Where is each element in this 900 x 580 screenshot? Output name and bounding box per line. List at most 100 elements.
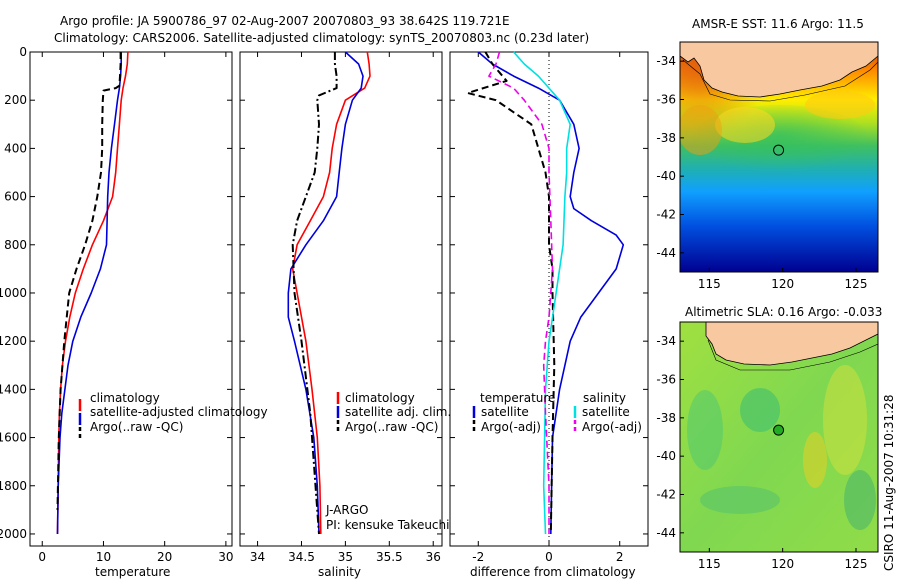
y-tick-label: 1400	[0, 382, 27, 396]
x-tick-label: 36	[426, 550, 441, 564]
temperature-xlabel: temperature	[95, 565, 170, 579]
series-line-climatology	[291, 51, 371, 535]
sst-argo-marker	[773, 144, 785, 156]
salinity-legend: climatology satellite adj. clim. Argo(..…	[336, 391, 451, 434]
legend-label-sal-satellite: satellite	[582, 405, 630, 419]
legend-header-salinity: salinity	[583, 391, 626, 405]
difference-series-lines	[466, 51, 625, 535]
x-tick-label: 2	[616, 550, 624, 564]
map-y-tick-label: -40	[656, 169, 676, 183]
series-line-argo-adj-	[488, 51, 554, 534]
map-y-tick-label: -42	[656, 208, 676, 222]
y-tick-label: 200	[4, 93, 27, 107]
map-y-tick-label: -44	[656, 526, 676, 540]
salinity-series-lines	[287, 51, 371, 535]
institution-line1: J-ARGO	[325, 503, 368, 517]
map-x-tick-label: 120	[771, 277, 794, 291]
map-y-tick-label: -44	[656, 246, 676, 260]
y-tick-label: 1600	[0, 431, 27, 445]
x-tick-label: 0	[38, 550, 46, 564]
legend-label-temp-argo: Argo(-adj)	[481, 420, 541, 434]
map-y-tick-label: -34	[656, 54, 676, 68]
series-line-argo-raw-qc-	[291, 52, 338, 535]
map-x-tick-label: 115	[698, 277, 721, 291]
difference-depth-ticks	[450, 51, 648, 535]
series-line-satellite	[513, 51, 572, 535]
salinity-panel: 34 34.5 35 35.5 36 salinity climatology sate…	[239, 51, 451, 579]
legend-label-satellite-adjusted: satellite-adjusted climatology	[90, 405, 268, 419]
sla-field	[680, 322, 878, 552]
map-y-tick-label: -36	[656, 93, 676, 107]
map-x-tick-label: 115	[698, 557, 721, 571]
figure-title-line1: Argo profile: JA 5900786_97 02-Aug-2007 …	[60, 14, 510, 28]
y-tick-label: 400	[4, 141, 27, 155]
y-tick-label: 1800	[0, 479, 27, 493]
y-tick-label: 600	[4, 190, 27, 204]
difference-plot-frame	[449, 51, 649, 547]
legend-label-climatology: climatology	[90, 391, 160, 405]
map-y-tick-label: -38	[656, 131, 676, 145]
x-tick-label: -2	[472, 550, 484, 564]
x-tick-label: 20	[157, 550, 172, 564]
sla-map-frame	[679, 321, 879, 553]
x-tick-label: 34.5	[288, 550, 315, 564]
legend-label-argo: Argo(..raw -QC)	[90, 420, 183, 434]
sst-coastline	[680, 42, 878, 98]
sst-map-axes: 115 120 125 -34 -36 -38 -40 -42 -44	[656, 54, 867, 291]
series-line-climatology	[56, 51, 129, 535]
x-tick-label: 35	[338, 550, 353, 564]
institution-line2: PI: kensuke Takeuchi	[326, 518, 449, 532]
map-x-tick-label: 125	[845, 557, 868, 571]
y-tick-label: 0	[19, 45, 27, 59]
y-tick-label: 800	[4, 238, 27, 252]
y-tick-label: 2000	[0, 527, 27, 541]
sla-coastline	[705, 322, 878, 366]
legend-label-satellite-adj: satellite adj. clim.	[345, 405, 451, 419]
x-tick-label: 35.5	[376, 550, 403, 564]
difference-legend: temperature salinity satellite Argo(-adj…	[472, 391, 642, 434]
salinity-x-axis: 34 34.5 35 35.5 36	[250, 52, 441, 564]
series-line-satellite	[477, 51, 625, 535]
salinity-depth-ticks	[240, 51, 442, 535]
sla-argo-marker	[773, 424, 785, 436]
sla-map-title: Altimetric SLA: 0.16 Argo: -0.033	[685, 305, 882, 319]
salinity-xlabel: salinity	[318, 565, 361, 579]
map-y-tick-label: -34	[656, 334, 676, 348]
sst-map-title: AMSR-E SST: 11.6 Argo: 11.5	[692, 17, 864, 31]
legend-label-temp-satellite: satellite	[481, 405, 529, 419]
legend-label-climatology: climatology	[345, 391, 415, 405]
side-timestamp-label: CSIRO 11-Aug-2007 10:31:28	[882, 395, 896, 571]
sst-map-frame	[679, 41, 879, 273]
temperature-depth-axis: 0 200 400 600 800 1000 1200 1400 1600 1800 2000	[0, 45, 232, 541]
salinity-plot-frame	[239, 51, 443, 547]
series-line-argo-raw-qc-	[56, 52, 122, 510]
figure-title-line2: Climatology: CARS2006. Satellite-adjuste…	[54, 31, 589, 45]
map-x-tick-label: 125	[845, 277, 868, 291]
series-line-satellite-adj-clim-	[287, 51, 364, 535]
y-tick-label: 1000	[0, 286, 27, 300]
temperature-series-lines	[56, 51, 129, 535]
temperature-legend: climatology satellite-adjusted climatolo…	[78, 391, 268, 439]
sla-map-panel: Altimetric SLA: 0.16 Argo: -0.033 115 120…	[656, 305, 882, 571]
map-y-tick-label: -40	[656, 449, 676, 463]
legend-header-temperature: temperature	[480, 391, 555, 405]
series-line-satellite-adjusted-climatology	[56, 52, 122, 535]
temperature-panel: 0 200 400 600 800 1000 1200 1400 1600 1800 2000 0 1…	[0, 45, 268, 579]
x-tick-label: 10	[96, 550, 111, 564]
map-y-tick-label: -38	[656, 411, 676, 425]
sla-map-axes: 115 120 125 -34 -36 -38 -40 -42 -44	[656, 334, 867, 571]
difference-panel: -2 0 2 difference from climatology tempera…	[449, 51, 649, 579]
map-x-tick-label: 120	[771, 557, 794, 571]
y-tick-label: 1200	[0, 334, 27, 348]
difference-x-axis: -2 0 2	[472, 52, 624, 564]
legend-label-argo: Argo(..raw -QC)	[345, 420, 438, 434]
temperature-plot-frame	[29, 51, 233, 547]
x-tick-label: 0	[545, 550, 553, 564]
temperature-x-axis: 0 10 20 30	[38, 52, 234, 564]
series-line-argo-adj-	[466, 51, 556, 535]
legend-label-sal-argo: Argo(-adj)	[582, 420, 642, 434]
sst-map-panel: AMSR-E SST: 11.6 Argo: 11.5 115 120 125 -34…	[656, 17, 879, 291]
sst-field	[680, 42, 878, 272]
map-y-tick-label: -42	[656, 488, 676, 502]
